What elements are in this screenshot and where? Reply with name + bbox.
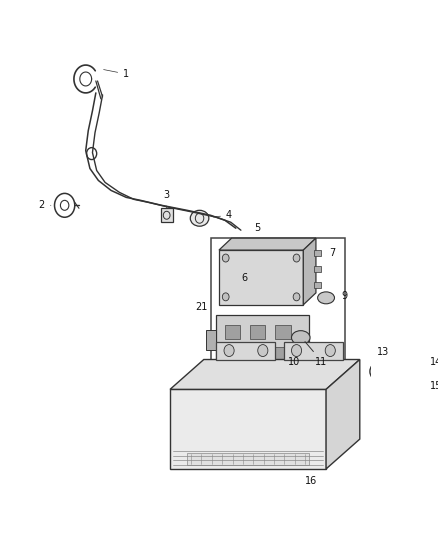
Circle shape bbox=[291, 345, 302, 357]
Polygon shape bbox=[170, 360, 360, 389]
Bar bbox=[314, 266, 321, 272]
Bar bbox=[206, 330, 216, 350]
Text: 3: 3 bbox=[164, 190, 170, 208]
Ellipse shape bbox=[190, 211, 209, 226]
Bar bbox=[225, 325, 240, 338]
Polygon shape bbox=[326, 360, 360, 469]
Ellipse shape bbox=[291, 330, 310, 345]
Text: 4: 4 bbox=[213, 210, 232, 220]
Circle shape bbox=[293, 293, 300, 301]
Text: 6: 6 bbox=[241, 273, 247, 283]
Bar bbox=[211, 238, 346, 362]
Polygon shape bbox=[284, 342, 343, 360]
Circle shape bbox=[293, 254, 300, 262]
Text: 21: 21 bbox=[195, 302, 208, 312]
Bar bbox=[314, 282, 321, 288]
Bar bbox=[250, 325, 265, 338]
Circle shape bbox=[258, 345, 268, 357]
Bar bbox=[225, 346, 240, 360]
Bar bbox=[161, 208, 173, 222]
Text: 2: 2 bbox=[39, 200, 51, 211]
Circle shape bbox=[325, 345, 336, 357]
Text: 9: 9 bbox=[342, 291, 348, 301]
Polygon shape bbox=[219, 238, 316, 250]
Circle shape bbox=[224, 345, 234, 357]
Circle shape bbox=[223, 254, 229, 262]
Ellipse shape bbox=[318, 292, 335, 304]
Bar bbox=[276, 325, 291, 338]
Text: 10: 10 bbox=[288, 357, 300, 367]
Text: 7: 7 bbox=[330, 248, 336, 258]
Bar bbox=[187, 453, 309, 465]
Text: 16: 16 bbox=[305, 476, 317, 486]
Text: 11: 11 bbox=[315, 357, 327, 367]
Text: 1: 1 bbox=[104, 69, 129, 79]
Bar bbox=[170, 389, 326, 469]
Circle shape bbox=[223, 293, 229, 301]
Bar bbox=[216, 315, 309, 365]
Bar bbox=[314, 250, 321, 256]
Bar bbox=[250, 346, 265, 360]
Text: 5: 5 bbox=[254, 223, 260, 233]
Text: 14: 14 bbox=[430, 357, 438, 367]
Text: 13: 13 bbox=[377, 346, 389, 357]
Text: 15: 15 bbox=[430, 382, 438, 391]
Bar bbox=[219, 250, 303, 305]
Polygon shape bbox=[216, 342, 276, 360]
Polygon shape bbox=[303, 238, 316, 305]
Bar bbox=[276, 346, 291, 360]
